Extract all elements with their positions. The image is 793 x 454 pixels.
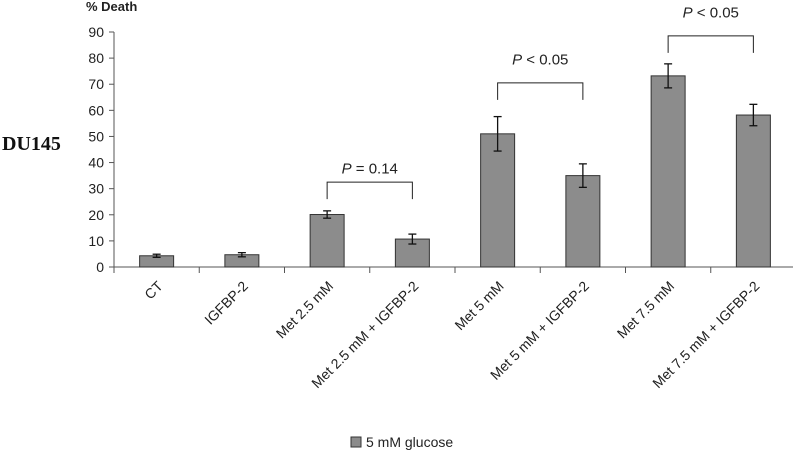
y-tick-label: 20 — [88, 207, 104, 223]
p-symbol: P — [512, 52, 522, 69]
p-value-text: < 0.05 — [522, 52, 568, 69]
p-value-annotation: P < 0.05 — [512, 52, 568, 69]
y-tick-label: 60 — [88, 102, 104, 118]
bar — [650, 75, 686, 268]
x-category-label: CT — [141, 277, 166, 302]
bar — [309, 214, 345, 268]
x-category-label: Met 5 mM + IGFBP-2 — [487, 278, 592, 383]
p-symbol: P — [342, 161, 352, 178]
y-tick-label: 0 — [96, 259, 104, 275]
x-category-label: Met 5 mM — [451, 278, 506, 333]
y-tick-label: 40 — [88, 155, 104, 171]
y-tick-label: 80 — [88, 50, 104, 66]
x-category-label: Met 7.5 mM — [614, 278, 678, 342]
p-value-annotation: P = 0.14 — [342, 161, 398, 178]
y-tick-label: 90 — [88, 24, 104, 40]
plot-area: 0 10 20 30 40 50 60 70 80 90 CT IGFBP-2 Met 2.5 mM Me… — [88, 4, 793, 391]
y-tick-label: 30 — [88, 181, 104, 197]
legend: 5 mM glucose — [350, 434, 453, 450]
p-value-annotation: P < 0.05 — [683, 4, 739, 21]
legend-label: 5 mM glucose — [366, 434, 453, 450]
p-value-text: < 0.05 — [693, 4, 739, 21]
bar — [735, 114, 771, 268]
y-tick-label: 50 — [88, 128, 104, 144]
x-category-label: Met 2.5 mM — [273, 278, 337, 342]
y-axis-title: % Death — [86, 0, 137, 14]
bar — [480, 133, 516, 268]
legend-swatch — [350, 436, 362, 448]
significance-bracket — [667, 35, 754, 53]
y-tick-label: 10 — [88, 233, 104, 249]
bar — [565, 175, 601, 268]
significance-bracket — [497, 82, 584, 100]
p-symbol: P — [683, 4, 693, 21]
cell-line-label: DU145 — [2, 133, 61, 155]
y-tick-label: 70 — [88, 76, 104, 92]
x-category-label: IGFBP-2 — [201, 278, 251, 328]
significance-bracket — [326, 181, 413, 200]
p-value-text: = 0.14 — [352, 161, 398, 178]
